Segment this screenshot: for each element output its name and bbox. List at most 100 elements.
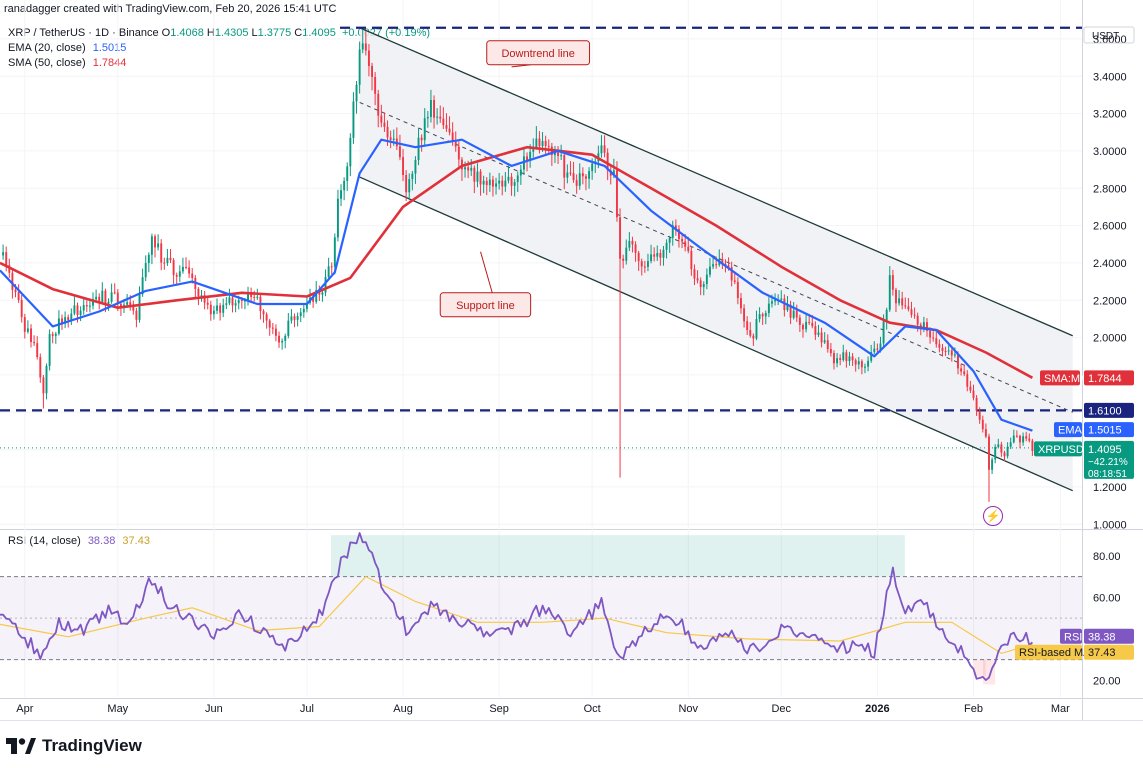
- candle-body: [312, 297, 315, 302]
- rsi-ma-axis-value-box: [1084, 644, 1134, 660]
- candle-body: [460, 159, 463, 170]
- price-tick-label: 2.0000: [1093, 333, 1127, 345]
- candle-body: [619, 217, 622, 259]
- candle-body: [895, 289, 897, 304]
- sma-50-line: [0, 145, 1034, 379]
- candle-body: [104, 290, 107, 304]
- candle-body: [916, 315, 919, 325]
- candle-body: [805, 321, 808, 330]
- candle-body: [402, 157, 404, 176]
- candle-body: [591, 163, 594, 172]
- candle-body: [653, 254, 656, 257]
- candle-body: [85, 305, 88, 307]
- candle-body: [662, 249, 665, 258]
- candle-body: [185, 266, 187, 268]
- candle-body: [253, 296, 256, 298]
- candle-body: [333, 237, 336, 267]
- candle-body: [659, 253, 662, 258]
- candle-body: [200, 295, 203, 297]
- candle-body: [448, 128, 451, 133]
- candle-body: [678, 228, 680, 240]
- candle-body: [535, 138, 538, 148]
- candle-body: [262, 311, 265, 315]
- ema-axis-name-text: EMA: [1058, 425, 1083, 437]
- candle-body: [209, 304, 212, 315]
- candle-body: [113, 292, 116, 294]
- candle-body: [709, 266, 711, 275]
- rsi-ma-axis-name-box: [1015, 644, 1082, 660]
- rsi-axis-name-text: RSI: [1064, 631, 1082, 643]
- candle-body: [57, 318, 60, 334]
- candle-body: [516, 175, 519, 183]
- candle-body: [615, 170, 618, 218]
- candle-body: [1031, 440, 1034, 451]
- candle-body: [553, 152, 556, 156]
- ohlc-value-h: 1.4305: [214, 27, 249, 39]
- rsi-value: 38.38: [87, 535, 116, 547]
- candle-body: [302, 308, 305, 313]
- candle-body: [541, 140, 544, 147]
- ohlc-value-c: 1.4095: [302, 27, 336, 39]
- candle-body: [135, 310, 138, 320]
- candle-body: [126, 302, 129, 305]
- candle-body: [699, 280, 702, 288]
- candle-body: [358, 49, 361, 85]
- candle-body: [321, 292, 324, 295]
- candle-body: [867, 360, 870, 367]
- candle-body: [107, 301, 110, 304]
- candle-body: [243, 300, 246, 302]
- candle-body: [451, 132, 454, 142]
- candle-body: [733, 280, 736, 282]
- candle-body: [169, 257, 172, 261]
- candle-body: [436, 116, 439, 118]
- brand-logo: TradingView: [6, 736, 142, 756]
- candle-body: [504, 180, 507, 187]
- ema-axis-name-box: [1054, 422, 1082, 438]
- candle-body: [346, 166, 349, 181]
- tradingview-logo-icon: [6, 738, 36, 754]
- symbol-name[interactable]: XRP / TetherUS · 1D · Binance: [8, 27, 159, 39]
- candle-body: [157, 243, 160, 248]
- candle-body: [740, 298, 742, 309]
- candle-body: [572, 173, 575, 181]
- candle-body: [802, 324, 804, 330]
- candle-body: [470, 167, 473, 171]
- candle-body: [501, 180, 504, 187]
- ohlc-values: O1.4068 H1.4305 L1.3775 C1.4095: [162, 27, 339, 39]
- price-tick-label: 2.4000: [1093, 258, 1127, 270]
- candle-body: [20, 299, 23, 318]
- price-change-percent: −42.21%: [1088, 457, 1128, 468]
- chart-credit: ranadagger created with TradingView.com,…: [4, 3, 337, 15]
- candle-body: [181, 266, 184, 272]
- lightning-icon[interactable]: ⚡: [983, 506, 1003, 526]
- candle-body: [1006, 446, 1009, 457]
- candle-body: [972, 390, 975, 398]
- candle-body: [780, 298, 783, 300]
- channel-midline: [359, 101, 1073, 413]
- price-tick-label: 2.8000: [1093, 183, 1127, 195]
- candle-body: [752, 335, 755, 339]
- rsi-ma-axis-name-text: RSI-based MA: [1019, 647, 1091, 659]
- rsi-tick-label: 20.00: [1093, 675, 1121, 687]
- candle-body: [978, 410, 981, 420]
- price-tick-label: 3.0000: [1093, 146, 1127, 158]
- candle-body: [684, 241, 687, 247]
- candle-body: [482, 180, 485, 185]
- candle-body: [467, 167, 470, 171]
- candle-body: [929, 330, 932, 338]
- support-line: [359, 176, 1073, 492]
- candle-body: [563, 155, 566, 178]
- legend-rsi-row[interactable]: RSI (14, close) 38.38 37.43: [8, 535, 150, 547]
- candle-body: [584, 176, 587, 179]
- candle-body: [315, 289, 318, 302]
- candle-body: [212, 310, 215, 315]
- candle-body: [771, 301, 773, 304]
- candle-body: [23, 317, 26, 332]
- symbol-axis-name-text: XRPUSDT: [1038, 444, 1091, 456]
- candle-body: [907, 306, 910, 310]
- candle-body: [693, 269, 696, 279]
- candle-body: [45, 365, 48, 394]
- candle-body: [132, 307, 135, 311]
- candle-body: [981, 419, 984, 430]
